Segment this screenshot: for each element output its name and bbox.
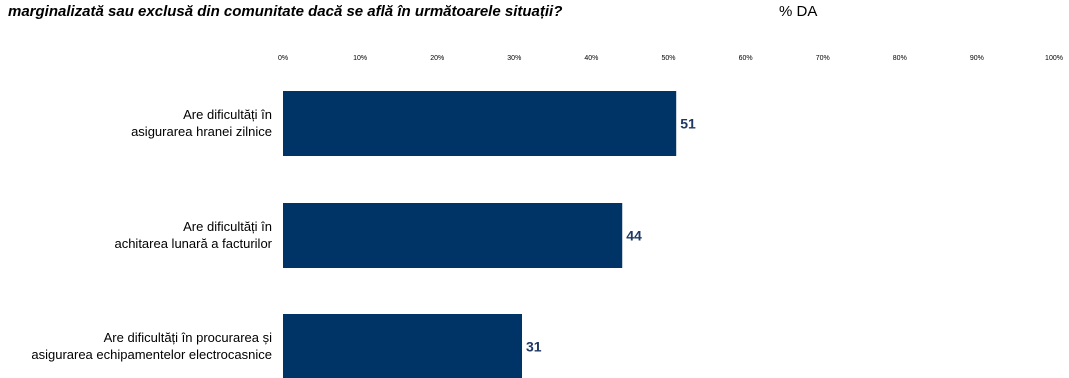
x-tick-label: 0% bbox=[278, 55, 288, 62]
x-tick-label: 20% bbox=[430, 55, 444, 62]
x-tick-label: 10% bbox=[353, 55, 367, 62]
x-tick-label: 50% bbox=[661, 55, 675, 62]
x-tick-label: 40% bbox=[584, 55, 598, 62]
category-label-line: achitarea lunară a facturilor bbox=[114, 236, 272, 251]
x-tick-label: 60% bbox=[739, 55, 753, 62]
category-label-line: Are dificultăți în bbox=[183, 107, 272, 122]
data-label: 44 bbox=[626, 228, 642, 244]
category-label: Are dificultăți în procurarea și asigurar… bbox=[31, 330, 272, 362]
x-tick-label: 30% bbox=[507, 55, 521, 62]
bar bbox=[283, 314, 523, 378]
x-tick-label: 100% bbox=[1045, 55, 1063, 62]
data-label: 51 bbox=[680, 116, 696, 132]
x-tick-label: 70% bbox=[816, 55, 830, 62]
category-label-line: Are dificultăți în bbox=[183, 219, 272, 234]
data-label: 31 bbox=[526, 339, 542, 355]
category-label-line: asigurarea echipamentelor electrocasnice bbox=[31, 347, 272, 362]
category-label-line: Are dificultăți în procurarea și bbox=[104, 330, 272, 345]
bar bbox=[283, 203, 623, 268]
unit-label: % DA bbox=[779, 3, 818, 20]
bar bbox=[283, 91, 677, 156]
category-label-line: asigurarea hranei zilnice bbox=[131, 124, 272, 139]
x-tick-label: 80% bbox=[893, 55, 907, 62]
chart-title: marginalizată sau exclusă din comunitate… bbox=[8, 3, 563, 20]
category-label: Are dificultăți în asigurarea hranei ziln… bbox=[131, 107, 272, 139]
category-label: Are dificultăți în achitarea lunară a fac… bbox=[114, 219, 272, 251]
x-tick-label: 90% bbox=[970, 55, 984, 62]
